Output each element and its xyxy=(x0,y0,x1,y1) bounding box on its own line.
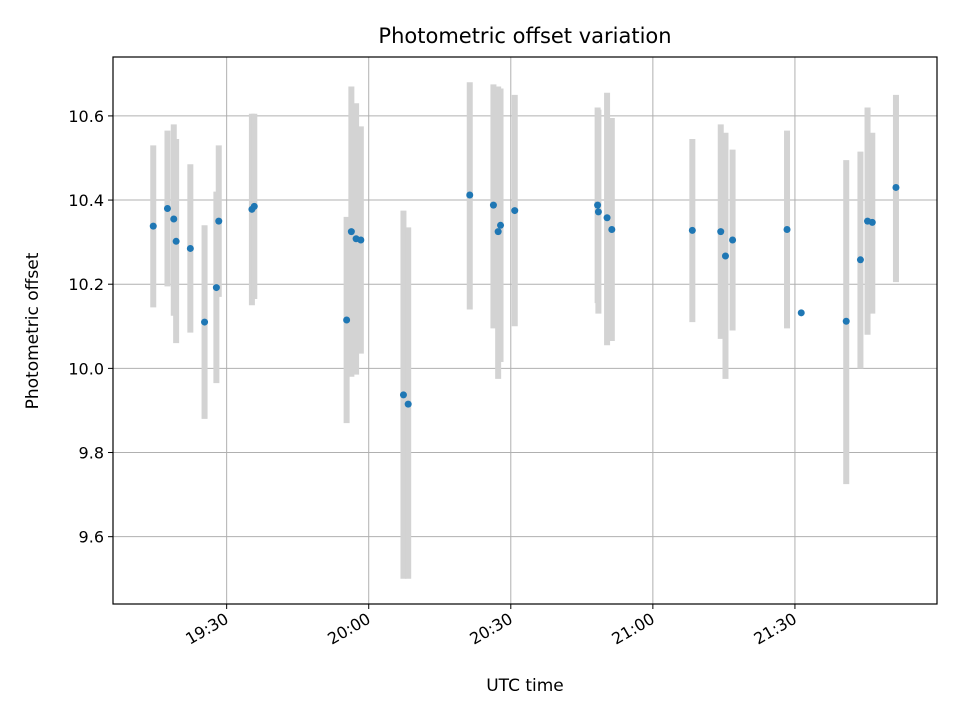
data-point xyxy=(343,316,351,324)
data-point xyxy=(186,244,194,252)
plot-frame xyxy=(112,56,938,605)
data-point xyxy=(717,228,725,236)
data-point xyxy=(215,217,223,225)
data-point xyxy=(594,208,602,216)
data-point xyxy=(163,204,171,212)
data-point xyxy=(603,214,611,222)
data-point xyxy=(489,201,497,209)
data-point xyxy=(212,284,220,292)
data-point xyxy=(250,202,258,210)
data-point xyxy=(399,391,407,399)
data-point xyxy=(149,222,157,230)
x-axis-label: UTC time xyxy=(486,676,564,696)
data-point xyxy=(347,228,355,236)
data-point xyxy=(497,221,505,229)
data-point xyxy=(594,201,602,209)
data-points xyxy=(149,183,900,408)
data-point xyxy=(404,400,412,408)
data-point xyxy=(783,226,791,234)
data-point xyxy=(868,218,876,226)
data-point xyxy=(201,318,209,326)
data-point xyxy=(797,309,805,317)
y-tick-label: 9.6 xyxy=(79,528,104,547)
y-tick-label: 10.2 xyxy=(68,275,104,294)
data-point xyxy=(466,191,474,199)
y-tick-label: 10.6 xyxy=(68,107,104,126)
data-point xyxy=(892,183,900,191)
data-point xyxy=(842,317,850,325)
data-point xyxy=(688,226,696,234)
data-point xyxy=(511,207,519,215)
data-point xyxy=(172,237,180,245)
data-point xyxy=(856,256,864,264)
y-tick-label: 10.4 xyxy=(68,191,104,210)
data-point xyxy=(608,226,616,234)
data-point xyxy=(494,228,502,236)
y-axis-label: Photometric offset xyxy=(23,252,43,409)
data-point xyxy=(721,252,729,260)
chart-title: Photometric offset variation xyxy=(378,24,671,48)
y-tick-label: 10.0 xyxy=(68,359,104,378)
data-point xyxy=(357,236,365,244)
data-point xyxy=(729,236,737,244)
y-tick-label: 9.8 xyxy=(79,444,104,463)
data-point xyxy=(170,215,178,223)
